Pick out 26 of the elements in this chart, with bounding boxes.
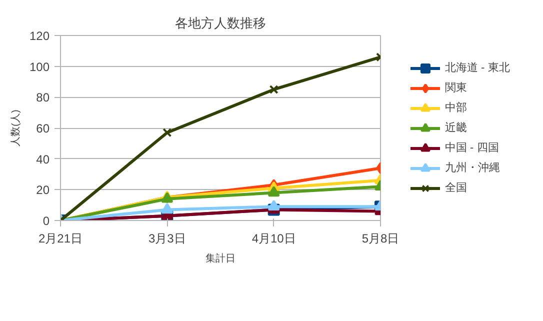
point (162, 128, 172, 138)
y-tick-label: 80 (36, 90, 50, 105)
y-tick-label: 20 (36, 183, 50, 198)
y-axis-title: 人数(人) (10, 110, 22, 146)
legend-label: 中国 - 四国 (445, 141, 499, 155)
x-tick-label: 5月8日 (362, 232, 400, 246)
legend-label: 九州・沖縄 (445, 161, 500, 175)
y-tick-label: 120 (29, 29, 50, 43)
x-tick-label: 2月21日 (38, 232, 83, 246)
y-tick-label: 100 (29, 60, 50, 74)
legend-label: 近畿 (445, 121, 467, 135)
point (268, 200, 280, 211)
x-tick-label: 4月10日 (252, 232, 296, 246)
point (269, 84, 278, 94)
point (161, 202, 174, 214)
chart-title: 各地方人数推移 (175, 16, 266, 30)
legend-label: 全国 (445, 181, 467, 195)
y-tick-label: 0 (42, 214, 50, 228)
legend-label: 関東 (445, 81, 467, 95)
legend-label: 北海道 - 東北 (445, 61, 510, 75)
x-tick-label: 3月3日 (148, 232, 186, 246)
legend-label: 中部 (445, 100, 467, 115)
x-axis-title: 集計日 (206, 252, 236, 264)
point (268, 186, 280, 197)
y-tick-label: 60 (36, 122, 50, 136)
y-tick-label: 40 (36, 152, 50, 166)
